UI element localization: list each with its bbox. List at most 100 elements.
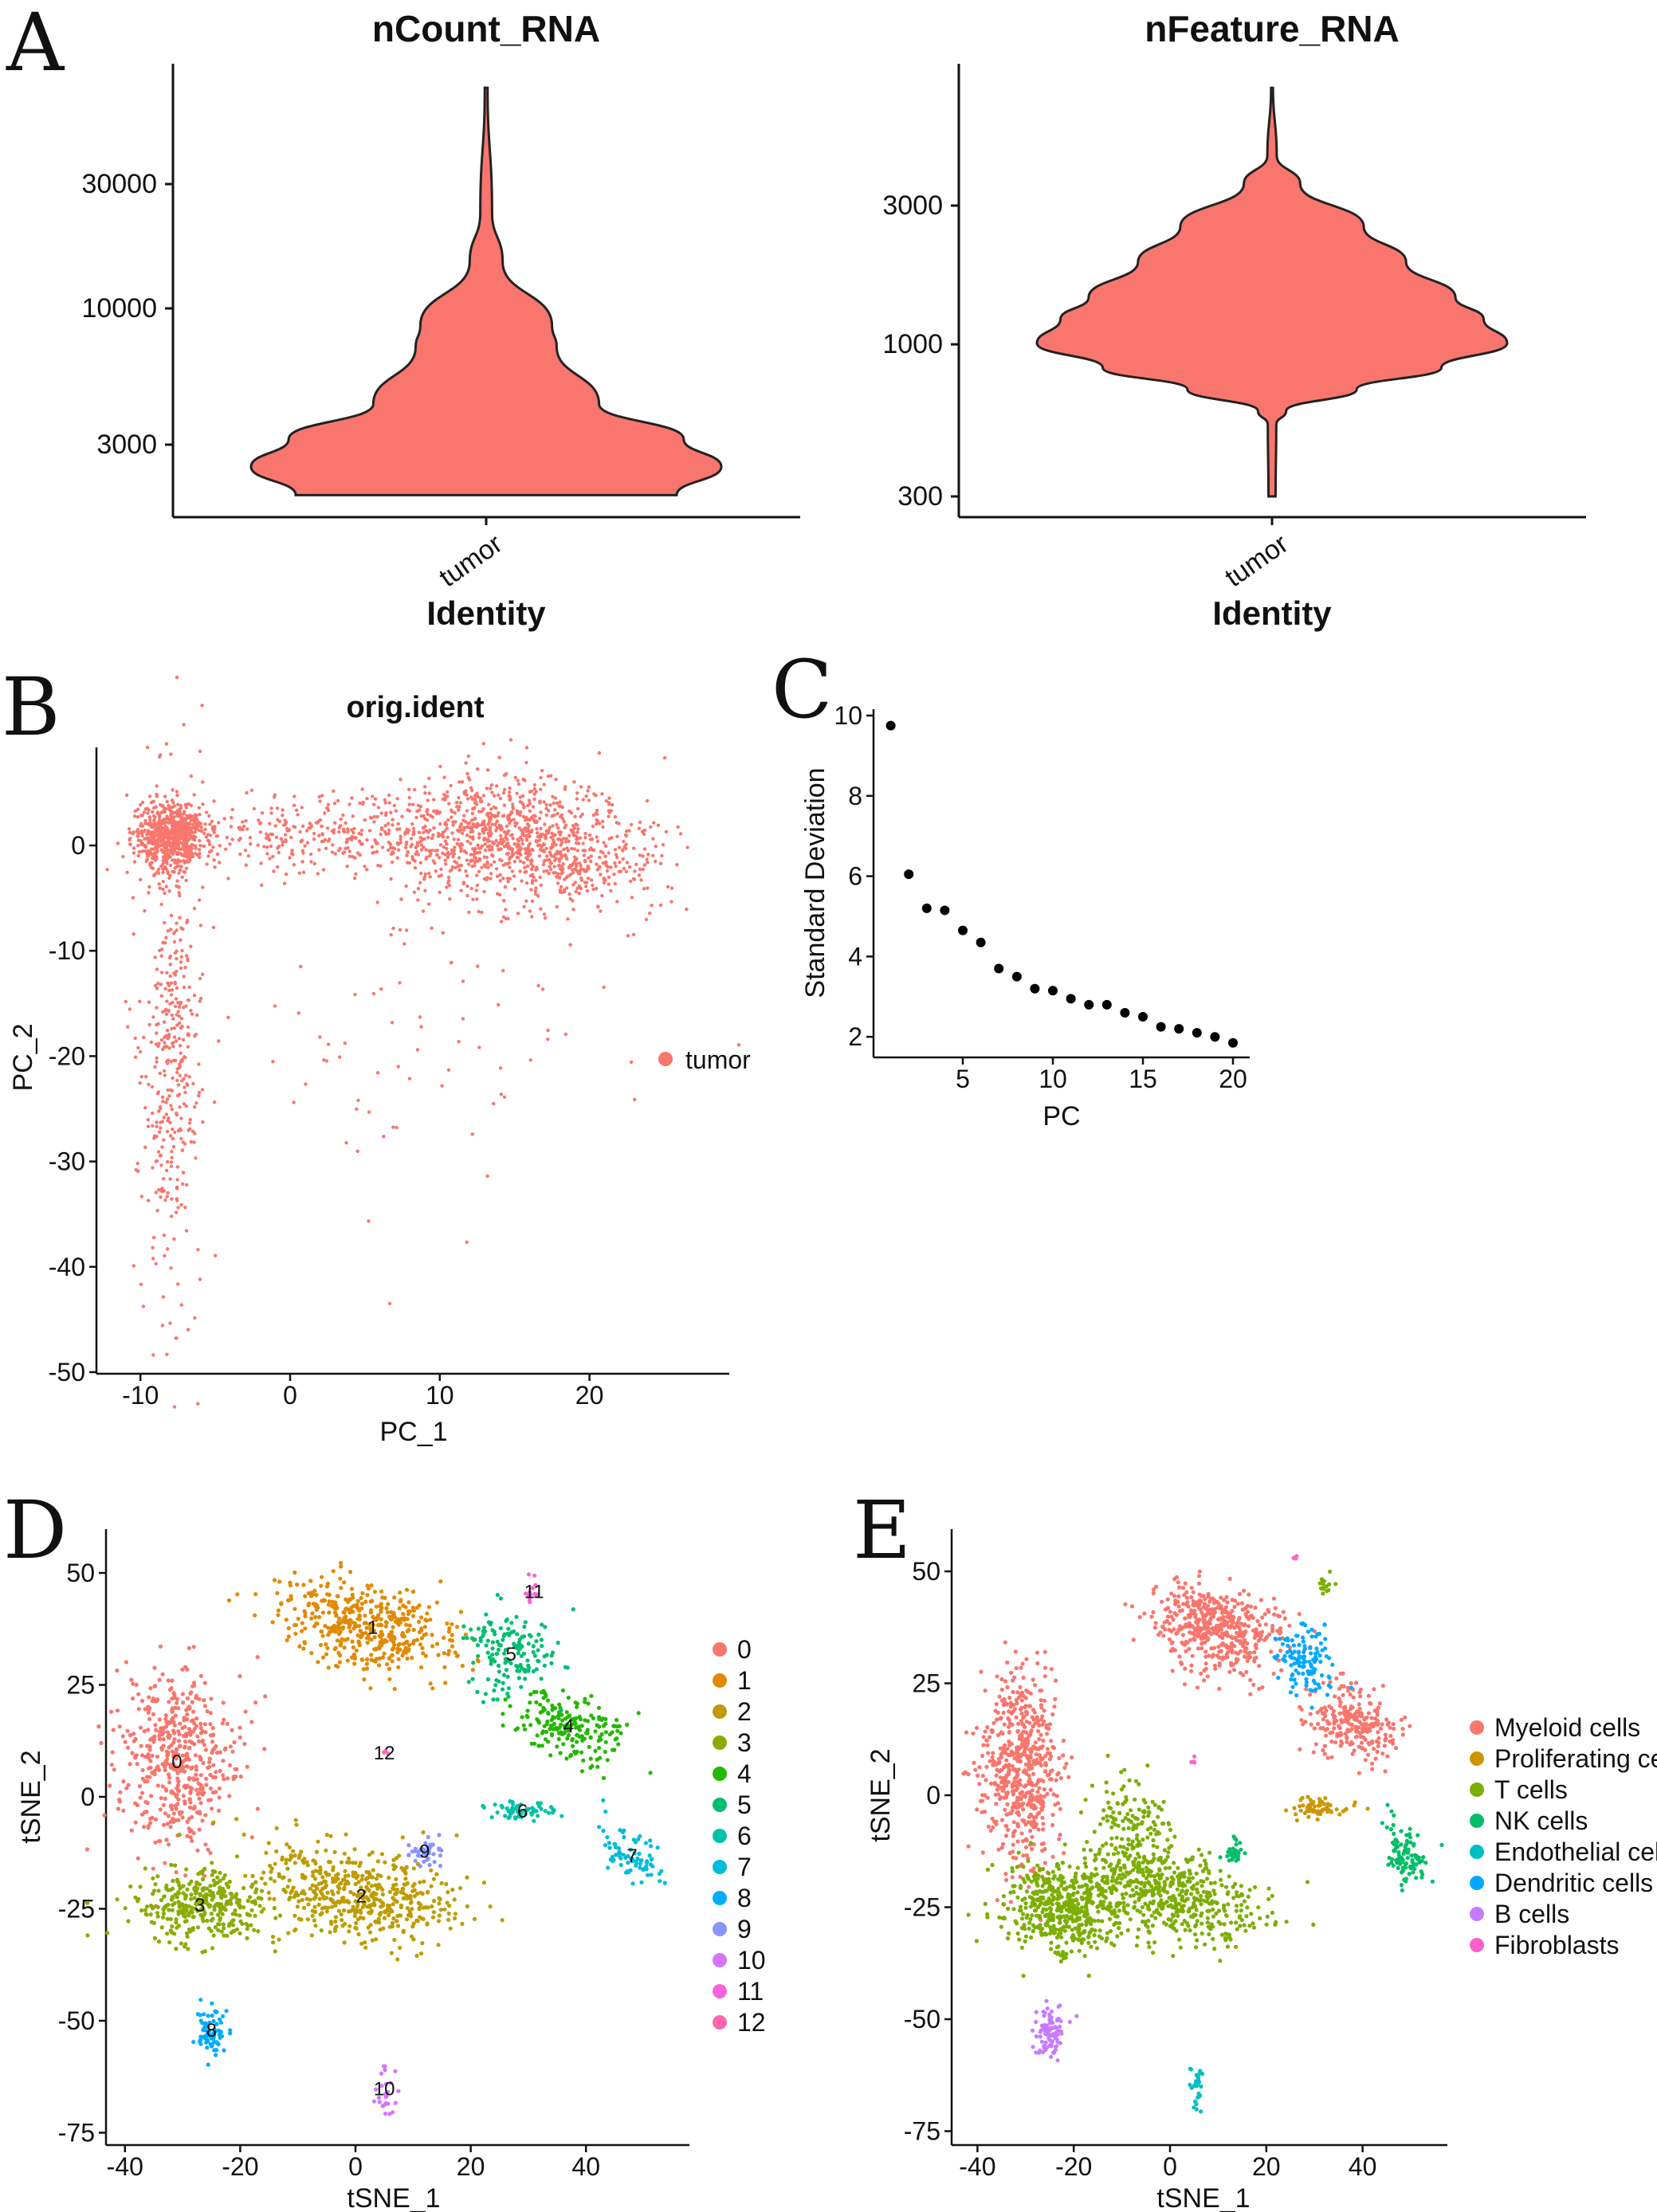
data-point (182, 1784, 187, 1789)
data-point (268, 857, 272, 861)
data-point (241, 820, 245, 824)
data-point (238, 1725, 242, 1730)
data-point (556, 1713, 561, 1719)
data-point (262, 845, 266, 849)
data-point (371, 851, 375, 855)
data-point (324, 1870, 328, 1875)
data-point (410, 1641, 416, 1645)
data-point (198, 1870, 203, 1875)
data-point (222, 1777, 226, 1782)
data-point (371, 991, 376, 996)
data-point (572, 780, 576, 784)
data-point (155, 1874, 160, 1879)
data-point (359, 1595, 363, 1601)
data-point (135, 1762, 139, 1767)
data-point (512, 860, 516, 864)
data-point (531, 805, 536, 809)
data-point (154, 1261, 158, 1266)
data-point (309, 860, 313, 864)
data-point (327, 1592, 332, 1597)
data-point (473, 849, 477, 853)
data-point (588, 1735, 593, 1740)
data-point (274, 835, 279, 840)
data-point (520, 841, 524, 845)
data-point (414, 815, 418, 820)
data-point (186, 1706, 190, 1711)
data-point (155, 1766, 159, 1771)
data-point (535, 1733, 540, 1738)
data-point (579, 785, 583, 789)
data-point (514, 850, 518, 855)
x-axis-label: Identity (1212, 594, 1332, 632)
data-point (528, 1692, 533, 1696)
data-point (172, 1405, 177, 1409)
data-point (230, 815, 234, 820)
data-point (184, 1867, 189, 1872)
data-point (238, 1774, 243, 1779)
data-point (294, 808, 299, 812)
data-point (521, 777, 525, 782)
data-point (569, 846, 574, 851)
data-point (174, 1806, 179, 1811)
data-point (391, 1867, 396, 1872)
data-point (539, 848, 543, 853)
data-point (441, 931, 445, 935)
data-point (135, 814, 140, 819)
data-point (320, 1634, 325, 1638)
data-point (534, 886, 538, 890)
data-point (501, 863, 506, 868)
data-point (495, 784, 499, 788)
data-point (269, 811, 273, 815)
data-point (170, 798, 175, 802)
data-point (332, 821, 337, 825)
data-point (134, 1753, 139, 1758)
data-point (151, 1920, 157, 1925)
data-point (427, 776, 431, 780)
x-tick-label: 0 (348, 2152, 363, 2181)
data-point (328, 1920, 333, 1924)
data-point (355, 1107, 359, 1112)
data-point (536, 1632, 541, 1637)
data-point (401, 1611, 406, 1617)
data-point (183, 1873, 188, 1878)
data-point (155, 822, 159, 826)
data-point (539, 1806, 544, 1811)
data-point (164, 806, 168, 811)
data-point (293, 1606, 297, 1611)
data-point (177, 841, 181, 845)
data-point (318, 1865, 323, 1870)
data-point (335, 1594, 340, 1598)
data-point (284, 820, 289, 825)
data-point (286, 1626, 291, 1631)
data-point (457, 868, 461, 873)
data-point (445, 846, 449, 851)
data-point (485, 786, 489, 790)
data-point (466, 754, 470, 759)
data-point (155, 826, 159, 830)
data-point (207, 1756, 212, 1761)
data-point (243, 1709, 248, 1714)
data-point (475, 873, 479, 877)
data-point (325, 826, 330, 830)
data-point (180, 841, 184, 845)
data-point (489, 786, 493, 790)
data-point (490, 1653, 495, 1657)
data-point (262, 1747, 267, 1751)
data-point (526, 826, 530, 831)
data-point (508, 1798, 512, 1804)
data-point (153, 983, 158, 988)
data-point (585, 1719, 591, 1724)
data-point (333, 1903, 338, 1908)
data-point (607, 814, 611, 818)
data-point (372, 814, 377, 819)
data-point (603, 1716, 608, 1721)
data-point (595, 808, 599, 813)
data-point (481, 831, 485, 835)
data-point (464, 761, 468, 765)
data-point (1048, 986, 1058, 996)
data-point (590, 878, 594, 882)
data-point (187, 833, 191, 837)
data-point (646, 861, 650, 865)
data-point (168, 1321, 172, 1325)
data-point (395, 797, 399, 801)
